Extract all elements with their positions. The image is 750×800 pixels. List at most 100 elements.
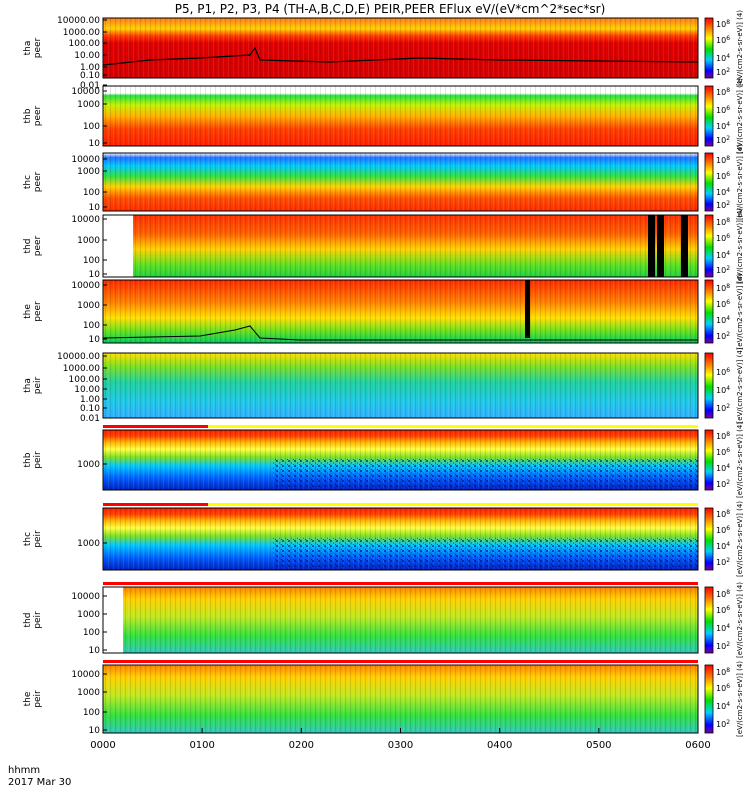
footer-label2: 2017 Mar 30 bbox=[8, 777, 71, 788]
x-tick-label: 0500 bbox=[586, 740, 611, 751]
y-tick-label: 1000.00 bbox=[63, 28, 100, 38]
spectrogram-speckle bbox=[273, 458, 698, 490]
y-tick-label: 100 bbox=[83, 188, 100, 198]
y-tick-label: 10 bbox=[89, 270, 101, 280]
colorbar-tick-label: 106 bbox=[716, 447, 730, 457]
colorbar-tick-label: 108 bbox=[716, 667, 730, 677]
colorbar-label: [eV/(cm2-s-sr-eV)] (4) bbox=[736, 347, 744, 423]
colorbar-tick-label: 102 bbox=[716, 641, 730, 651]
panel-3: thc peer 10000 1000 100 10 108 106 104 102 [eV/(cm… bbox=[23, 144, 744, 220]
colorbar-tick-label: 102 bbox=[716, 557, 730, 567]
colorbar-tick-label: 104 bbox=[716, 187, 730, 197]
colorbar bbox=[704, 507, 714, 571]
colorbar bbox=[704, 17, 714, 79]
colorbar-tick-label: 104 bbox=[716, 701, 730, 711]
panel-label: tha bbox=[23, 378, 33, 393]
y-tick-label: 1000 bbox=[77, 688, 100, 698]
colorbar-tick-label: 108 bbox=[716, 217, 730, 227]
panel-frame bbox=[102, 586, 699, 654]
panel-frame bbox=[102, 279, 699, 344]
y-tick-label: 10.00 bbox=[74, 51, 100, 61]
panel-label: thb bbox=[23, 108, 33, 123]
y-tick-label: 10 bbox=[89, 139, 101, 149]
colorbar-label: [eV/(cm2-s-sr-eV)] (4) bbox=[736, 144, 744, 220]
colorbar-tick-label: 106 bbox=[716, 525, 730, 535]
colorbar-tick-label: 106 bbox=[716, 35, 730, 45]
data-gap bbox=[648, 215, 655, 277]
x-axis: 0000 0100 0200 0300 0400 0500 0600 bbox=[90, 728, 711, 751]
panel-8: thc peir 1000 108 106 104 102 [eV/(cm2-s-sr-eV)… bbox=[23, 501, 744, 577]
colorbar-label: [eV/(cm2-s-sr-eV)] (4) bbox=[736, 582, 744, 658]
colorbar-label: [eV/(cm2-s-sr-eV)] (4) bbox=[736, 273, 744, 349]
y-tick-label: 1000 bbox=[77, 539, 100, 549]
panel-frame bbox=[102, 17, 699, 79]
spectrogram-texture bbox=[103, 353, 698, 418]
panel-10: the peir 10000 1000 100 10 108 106 104 102 [eV/(cm… bbox=[23, 660, 744, 737]
panel-6: tha peir 10000.00 1000.00100.0010.001.000.1… bbox=[23, 347, 744, 424]
colorbar-tick-label: 106 bbox=[716, 605, 730, 615]
y-tick-label: 10000 bbox=[71, 670, 100, 680]
spectrogram-texture bbox=[103, 587, 698, 653]
colorbar-tick-label: 108 bbox=[716, 431, 730, 441]
spectrogram-texture bbox=[103, 153, 698, 211]
colorbar-label: [eV/(cm2-s-sr-eV)] (4) bbox=[736, 208, 744, 284]
spectrogram-texture bbox=[103, 215, 698, 277]
panel-frame bbox=[102, 214, 699, 278]
y-tick-label: 0.01 bbox=[80, 81, 100, 91]
y-tick-label: 10000 bbox=[71, 87, 100, 97]
panel-4: thd peer 10000 1000 100 10 108 106 104 102 [eV/(cm… bbox=[23, 208, 744, 284]
y-tick-label: 1000 bbox=[77, 236, 100, 246]
panel-5: the peer 10000 1000 100 10 108 106 104 102 [eV/(cm… bbox=[23, 273, 744, 349]
panel-label: the bbox=[23, 691, 33, 706]
colorbar bbox=[704, 214, 714, 278]
colorbar-tick-label: 104 bbox=[716, 385, 730, 395]
colorbar-tick-label: 104 bbox=[716, 53, 730, 63]
colorbar-tick-label: 104 bbox=[716, 315, 730, 325]
flag-bar bbox=[208, 503, 698, 506]
colorbar-tick-label: 104 bbox=[716, 463, 730, 473]
panel-label: thd bbox=[23, 239, 33, 254]
panel-label: peir bbox=[33, 376, 43, 394]
panels: tha peer10000.001000.00100.0010.001.000.1… bbox=[23, 10, 744, 737]
panel-frame bbox=[102, 352, 699, 419]
panel-9: thd peir 10000 1000 100 10 108 106 104 102 [eV/(cm… bbox=[23, 582, 744, 658]
y-tick-label: 100.00 bbox=[69, 375, 101, 385]
colorbar bbox=[704, 152, 714, 212]
flag-bar bbox=[103, 660, 698, 663]
y-tick-label: 10 bbox=[89, 726, 101, 736]
colorbar-label: [eV/(cm2-s-sr-eV)] (4) bbox=[736, 78, 744, 154]
panel-label: peir bbox=[33, 451, 43, 469]
x-tick-label: 0000 bbox=[90, 740, 115, 751]
colorbar-tick-label: 104 bbox=[716, 541, 730, 551]
spacecraft-potential-line bbox=[102, 325, 698, 341]
colorbar-tick-label: 104 bbox=[716, 623, 730, 633]
y-tick-label: 100 bbox=[83, 628, 100, 638]
panel-frame bbox=[102, 85, 699, 147]
panel-label: tha bbox=[23, 41, 33, 56]
panel-frame bbox=[102, 507, 699, 571]
spacecraft-potential-line bbox=[102, 46, 699, 66]
colorbar-tick-label: 106 bbox=[716, 683, 730, 693]
colorbar-tick-label: 106 bbox=[716, 105, 730, 115]
panel-frame bbox=[102, 429, 699, 491]
y-tick-label: 10000 bbox=[71, 215, 100, 225]
colorbar-tick-label: 102 bbox=[716, 135, 730, 145]
data-gap bbox=[657, 215, 664, 277]
panel-label: peer bbox=[33, 171, 43, 192]
colorbar-tick-label: 108 bbox=[716, 283, 730, 293]
colorbar-tick-label: 102 bbox=[716, 403, 730, 413]
spectrogram-texture bbox=[103, 280, 698, 343]
colorbar-label: [eV/(cm2-s-sr-eV)] (4) bbox=[736, 422, 744, 498]
panel-label: peir bbox=[33, 690, 43, 708]
y-tick-label: 1000.00 bbox=[63, 364, 100, 374]
y-tick-label: 10 bbox=[89, 646, 101, 656]
colorbar-tick-label: 106 bbox=[716, 233, 730, 243]
colorbar-tick-label: 102 bbox=[716, 719, 730, 729]
y-tick-label: 100 bbox=[83, 256, 100, 266]
y-tick-label: 10000.00 bbox=[57, 352, 100, 362]
colorbar-tick-label: 104 bbox=[716, 250, 730, 260]
colorbar-tick-label: 104 bbox=[716, 121, 730, 131]
y-tick-label: 100 bbox=[83, 708, 100, 718]
flag-bar bbox=[103, 425, 208, 428]
colorbar-tick-label: 108 bbox=[716, 19, 730, 29]
